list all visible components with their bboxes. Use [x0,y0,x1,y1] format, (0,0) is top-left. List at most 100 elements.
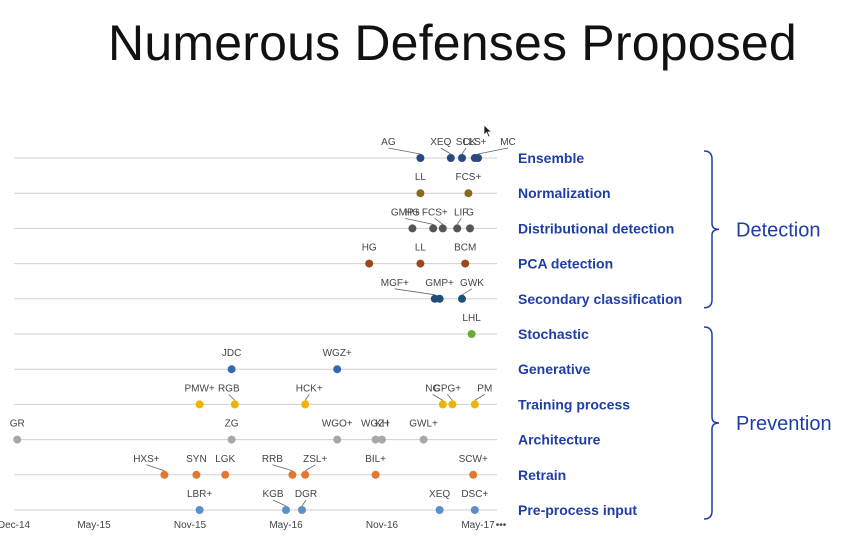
row-label-secondary-classification: Secondary classification [518,291,682,307]
point-ag [416,154,425,162]
axis-tick-nov-16: Nov-16 [366,520,399,531]
point-hg [408,224,417,233]
point-label-mgf: MGF+ [381,278,409,289]
point-label-rgb: RGB [218,383,240,394]
point-hxs [160,470,169,479]
point-syn [192,470,201,479]
leader-line [228,394,236,401]
point-gwk [458,294,466,303]
point-g [466,224,474,233]
point-pm [470,400,479,409]
point-label-ll: LL [415,172,427,183]
row-label-architecture: Architecture [518,432,601,448]
point-label-bcm: BCM [454,243,476,254]
point-label-hg: HG [405,207,420,218]
point-label-zg: ZG [225,419,239,430]
point-label-gwk: GWK [460,278,484,289]
point-label-pm: PM [477,383,492,394]
axis-tick-may-17: May-17 [461,520,495,531]
point-hg [365,259,374,268]
point-zg [227,435,236,444]
leader-line [304,394,310,401]
point-label-bil: BIL+ [365,454,386,465]
row-label-pca-detection: PCA detection [518,256,613,272]
point-label-dsc: DSC+ [461,489,488,500]
row-label-generative: Generative [518,361,591,377]
leader-line [461,147,467,155]
point-pmw [195,400,204,409]
point-label-lls: LLS+ [463,137,487,148]
point-label-wgz: WGZ+ [323,348,352,359]
axis-tick-nov-15: Nov-15 [174,520,207,531]
row-label-normalization: Normalization [518,185,611,201]
point-label-sck: SCK [456,137,477,148]
point-label-lbr: LBR+ [187,489,212,500]
point-cpg [448,400,457,409]
point-lhl [467,330,476,338]
point-label-fcs: FCS+ [422,207,448,218]
leader-line [301,499,307,507]
point-ll [416,189,425,198]
group-label-prevention: Prevention [736,413,832,435]
point-xeq [435,506,444,514]
point-gmp [429,224,438,233]
group-label-detection: Detection [736,219,821,241]
point-lif [453,224,462,233]
point-label-wgz: WGZ+ [361,419,390,430]
point-label-mc: MC [500,137,516,148]
point-dgr [298,506,306,514]
point-rrb [288,470,297,479]
point-label-xeq: XEQ [429,489,450,500]
point-label-pmw: PMW+ [184,383,214,394]
point-xeq [446,154,455,162]
point-fcs [438,224,447,233]
point-jdc [227,365,236,374]
point-bcm [461,259,470,268]
leader-line [440,147,452,155]
point-ng [438,400,447,409]
point-label-hck: HCK+ [296,383,323,394]
axis-tick-may-15: May-15 [77,520,111,531]
row-label-pre-process-input: Pre-process input [518,502,637,518]
point-label-cpg: CPG+ [434,383,462,394]
point-label-lgk: LGK [215,454,235,465]
point-label-gmp: GMP+ [391,207,420,218]
point-label-gwl: GWL+ [409,419,438,430]
point-lgk [221,470,230,479]
point-label-dgr: DGR [295,489,317,500]
leader-line [272,499,287,507]
leader-line [388,147,421,155]
point-hck [301,400,310,409]
axis-tick-may-16: May-16 [269,520,303,531]
axis-tick-dec-14: Dec-14 [0,520,31,531]
point-label-ng: NG [425,383,440,394]
leader-line [304,464,316,472]
point-bil [371,470,380,479]
point-label-hg: HG [362,243,377,254]
point-label-jdc: JDC [222,348,241,359]
leader-line [405,218,434,225]
point-label-gmp: GMP+ [425,278,454,289]
point-label-g: G [466,207,474,218]
point-mc [474,154,482,162]
point-sck [458,154,466,162]
point-scw [469,470,478,479]
leader-line [447,394,453,401]
leader-line [146,464,165,472]
row-label-training-process: Training process [518,396,630,412]
leader-line [432,394,444,401]
point-fcs [464,189,473,198]
point-label-kh: KH [375,419,389,430]
point-label-ag: AG [381,137,396,148]
group-brace-prevention [703,326,720,520]
point-kgb [282,506,290,514]
point-gwl [419,435,428,444]
point-label-scw: SCW+ [459,454,488,465]
point-label-fcs: FCS+ [455,172,481,183]
point-label-syn: SYN [186,454,207,465]
leader-line [434,218,444,225]
leader-line [474,394,486,401]
axis-ellipsis: ••• [496,520,507,531]
point-wgz [333,365,342,374]
